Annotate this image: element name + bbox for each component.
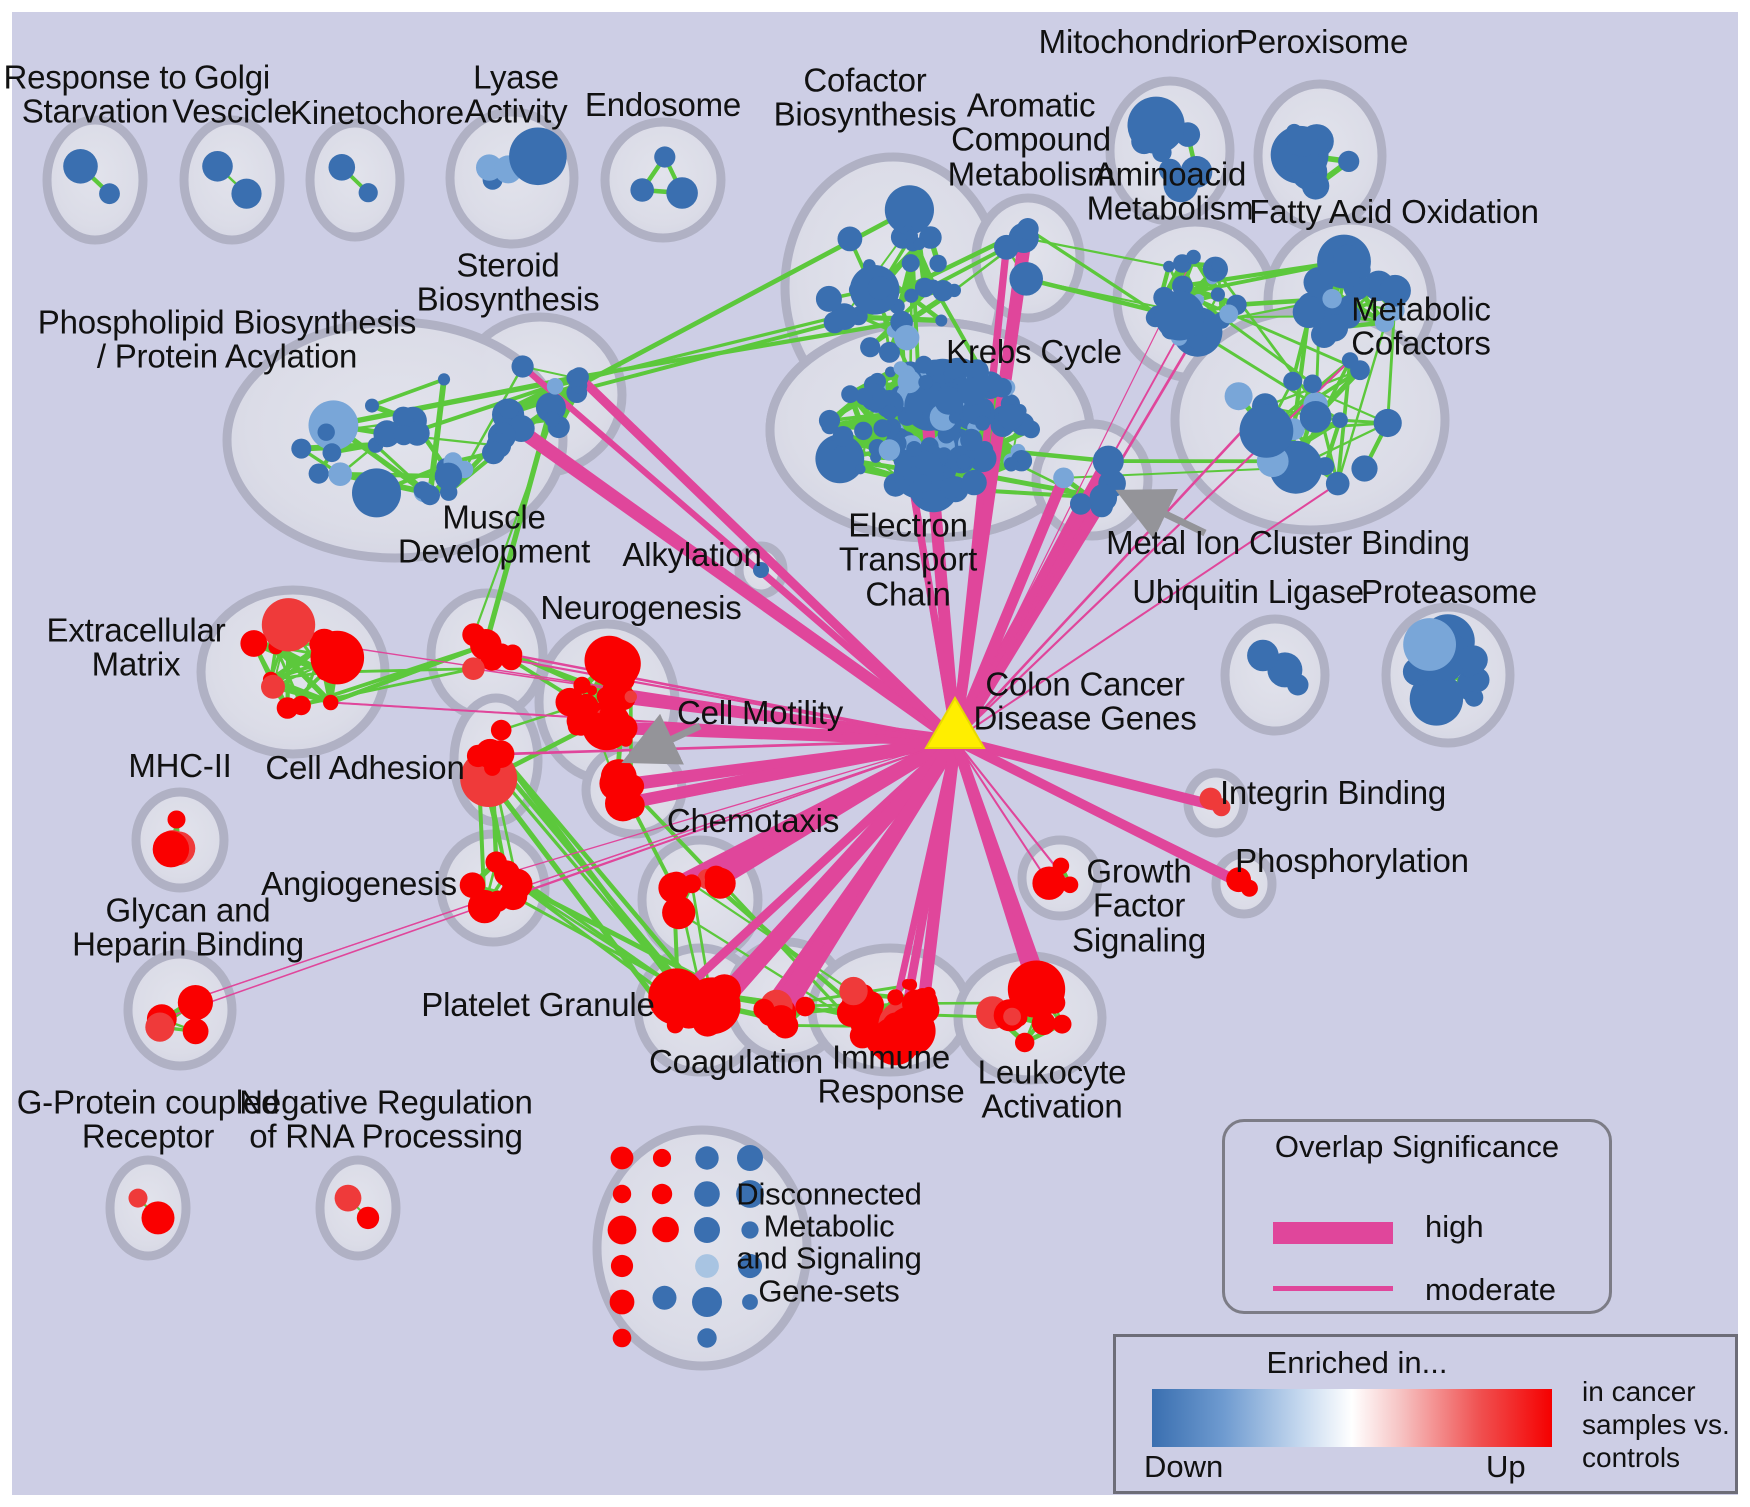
legend-enriched-in: Enriched in... Down Up in cancer samples… (1113, 1334, 1738, 1494)
legend-enriched-title: Enriched in... (1266, 1345, 1448, 1380)
legend-label-moderate: moderate (1425, 1272, 1556, 1307)
legend-swatch-high (1273, 1222, 1393, 1244)
legend-overlap-significance: Overlap Significance high moderate (1222, 1119, 1612, 1314)
gene-set-nodes (63, 96, 1490, 1348)
pointer-arrows (621, 488, 1207, 765)
legend-label-high: high (1425, 1209, 1484, 1244)
legend-label-down: Down (1144, 1449, 1224, 1484)
legend-label-comparison: in cancer samples vs. controls (1582, 1376, 1730, 1474)
legend-overlap-title: Overlap Significance (1274, 1129, 1560, 1164)
legend-color-gradient (1152, 1389, 1552, 1447)
legend-swatch-moderate (1273, 1286, 1393, 1291)
hub-node-colon-cancer[interactable] (924, 696, 986, 749)
legend-label-up: Up (1486, 1449, 1526, 1484)
